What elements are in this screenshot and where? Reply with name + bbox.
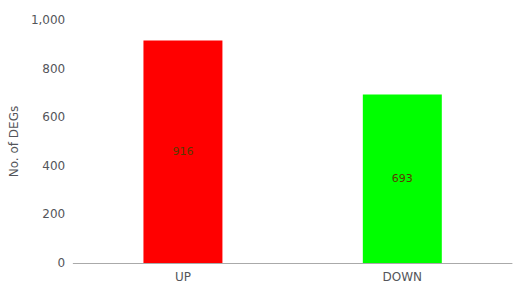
svg-text:UP: UP (175, 270, 191, 284)
svg-text:400: 400 (42, 159, 65, 173)
svg-text:916: 916 (172, 145, 193, 158)
svg-text:693: 693 (392, 172, 413, 185)
svg-text:600: 600 (42, 110, 65, 124)
svg-text:800: 800 (42, 62, 65, 76)
svg-text:200: 200 (42, 207, 65, 221)
svg-text:No. of DEGs: No. of DEGs (7, 106, 21, 178)
svg-text:0: 0 (58, 256, 66, 270)
svg-text:1,000: 1,000 (31, 13, 65, 27)
svg-text:DOWN: DOWN (383, 270, 423, 284)
